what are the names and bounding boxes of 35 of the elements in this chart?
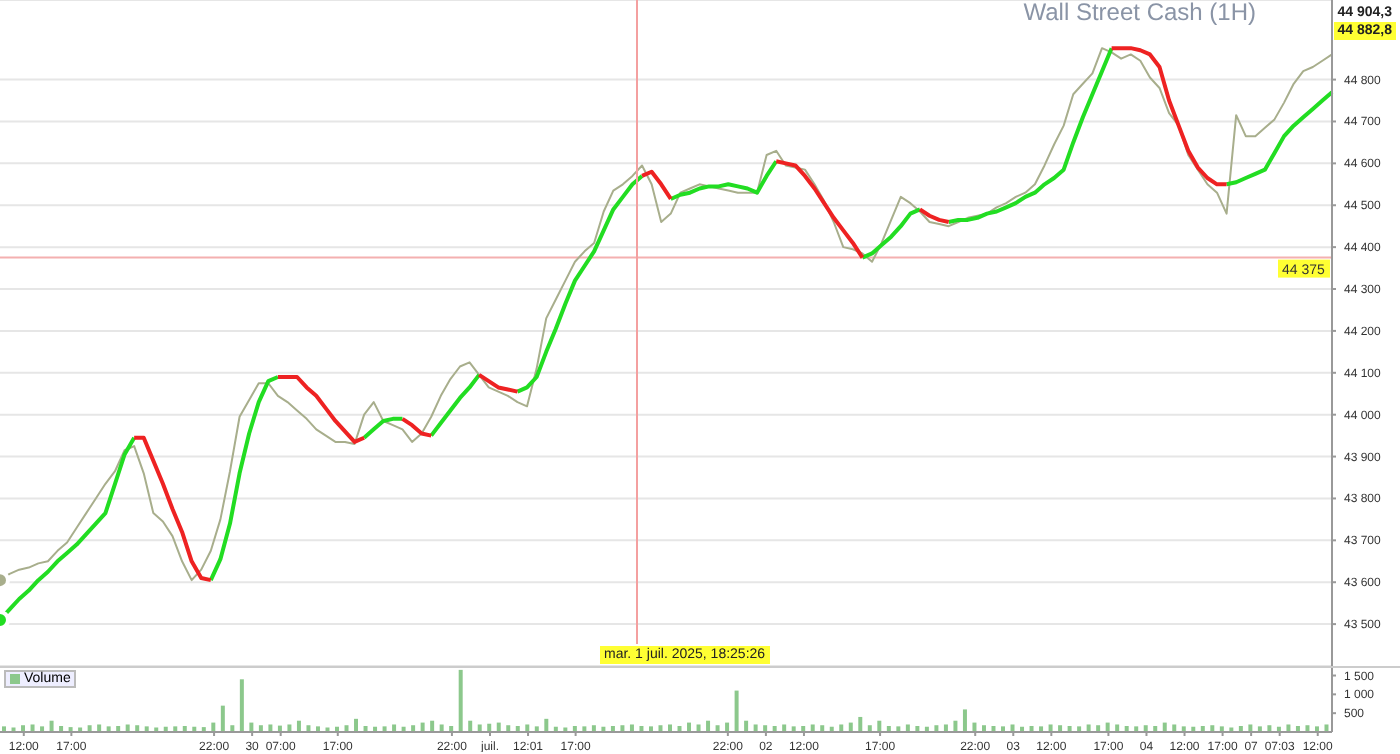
bar (1048, 724, 1053, 732)
bar (544, 718, 549, 732)
bar (1286, 724, 1291, 732)
bar (125, 724, 130, 732)
bar (839, 724, 844, 732)
bar (220, 705, 225, 732)
bar (477, 724, 482, 732)
bar (905, 724, 910, 732)
bar (1010, 724, 1015, 732)
bar (1115, 724, 1120, 732)
bar (458, 669, 463, 732)
bar (392, 724, 397, 732)
bar (943, 724, 948, 732)
bar (30, 724, 35, 732)
bar (858, 716, 863, 732)
bar (696, 724, 701, 732)
bar (287, 724, 292, 732)
bar (525, 724, 530, 732)
bar (734, 690, 739, 732)
bar (753, 724, 758, 732)
bar (668, 724, 672, 732)
bar (1086, 724, 1091, 732)
bar (439, 724, 444, 732)
bar (354, 718, 359, 732)
bar (97, 724, 102, 732)
bar (1324, 724, 1329, 732)
bar (782, 724, 787, 732)
bar (810, 724, 815, 732)
bar (239, 679, 244, 732)
bar (962, 709, 967, 732)
bar (268, 724, 273, 732)
bar (1172, 724, 1177, 732)
bar (629, 724, 634, 732)
chart-title: Wall Street Cash (1H) (1023, 0, 1256, 26)
bar (1248, 724, 1253, 732)
